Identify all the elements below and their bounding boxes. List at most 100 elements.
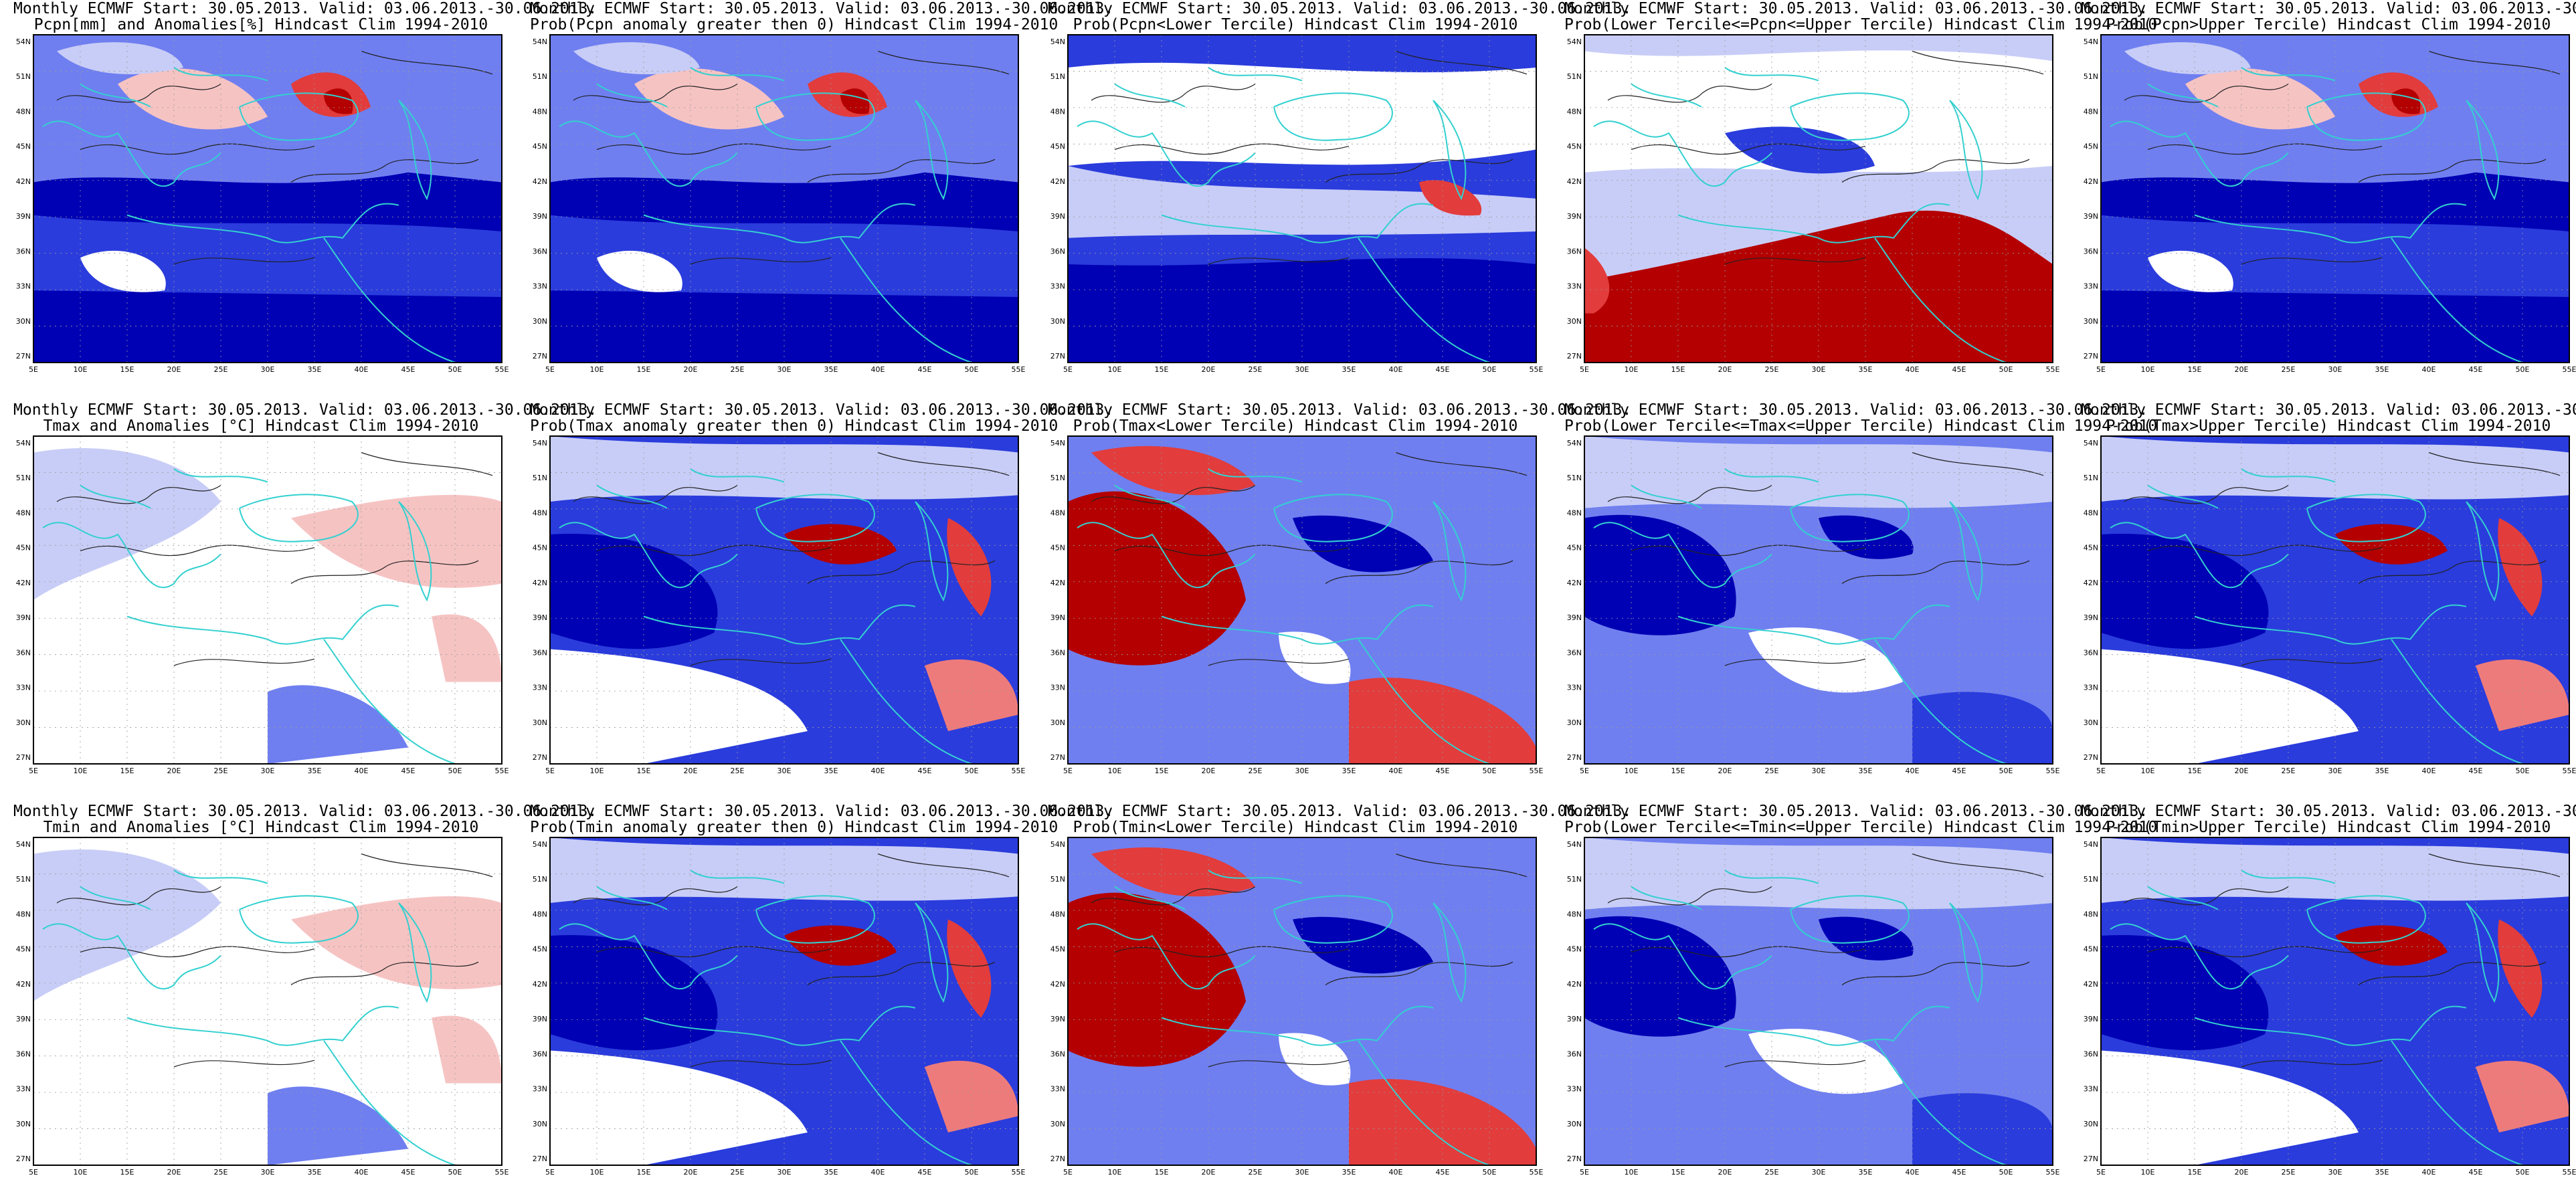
latitude-label: 42N (16, 579, 31, 587)
latitude-label: 39N (533, 613, 547, 622)
latitude-label: 39N (533, 1015, 547, 1023)
longitude-label: 25E (731, 1168, 745, 1177)
latitude-label: 42N (2084, 177, 2098, 186)
longitude-label: 25E (1765, 365, 1779, 374)
contour-line (2124, 84, 2288, 102)
latitude-label: 48N (1567, 508, 1582, 517)
map-panel: Monthly ECMWF Start: 30.05.2013. Valid: … (13, 0, 597, 401)
contour-line (1912, 453, 2043, 476)
coastline (1875, 639, 2006, 764)
contour-line (57, 84, 221, 102)
contour-line (1725, 659, 1865, 666)
latitude-label: 33N (16, 684, 31, 692)
longitude-label: 10E (1625, 1168, 1639, 1177)
map-shaded-region (1068, 62, 1536, 166)
map-shaded-region (1293, 515, 1433, 573)
coastline (2391, 639, 2522, 764)
coastline (1631, 469, 1819, 508)
longitude-label: 10E (1625, 365, 1639, 374)
latitude-label: 42N (16, 980, 31, 989)
latitude-label: 36N (1567, 1049, 1582, 1058)
longitude-label: 25E (2282, 767, 2296, 775)
coastline (127, 204, 399, 243)
longitude-label: 40E (2422, 767, 2436, 775)
map-shaded-region (550, 533, 718, 649)
longitude-label: 10E (1625, 767, 1639, 775)
contour-line (2429, 453, 2560, 476)
panel-title-line2: Prob(Pcpn anomaly greater then 0) Hindca… (530, 16, 1059, 33)
coastline (1631, 870, 1819, 910)
longitude-label: 35E (2375, 365, 2389, 374)
panel-title-line1: Monthly ECMWF Start: 30.05.2013. Valid: … (1048, 0, 1632, 17)
map-svg: 54N 51N 48N 45N 42N 39N 36N 33N 30N 27N 5E 10E 15E 20… (533, 435, 1025, 775)
longitude-label: 30E (2328, 365, 2342, 374)
latitude-label: 48N (16, 508, 31, 517)
longitude-label: 5E (29, 365, 38, 374)
map-shaded-region (1584, 247, 1610, 314)
contour-line (573, 887, 737, 905)
longitude-label: 50E (1999, 365, 2013, 374)
contour-line (291, 159, 478, 182)
contour-line (1608, 887, 1772, 905)
longitude-label: 15E (637, 1168, 651, 1177)
longitude-label: 50E (1483, 1168, 1497, 1177)
map-svg: 54N 51N 48N 45N 42N 39N 36N 33N 30N 27N 5E 10E 15E 20… (2084, 34, 2576, 374)
contour-line (2124, 887, 2288, 905)
latitude-label: 36N (533, 1049, 547, 1058)
coastline (1077, 121, 1255, 186)
latitude-label: 45N (1567, 945, 1582, 954)
map-shaded-region (550, 934, 718, 1051)
latitude-label: 51N (16, 72, 31, 81)
coastline (644, 605, 915, 644)
map-shaded-region (1819, 916, 1914, 961)
map-frame (1584, 34, 2053, 363)
panel-title-line1: Monthly ECMWF Start: 30.05.2013. Valid: … (1048, 803, 1632, 820)
latitude-label: 27N (533, 352, 547, 361)
latitude-label: 39N (1567, 613, 1582, 622)
coastline (43, 924, 221, 989)
coastline (399, 100, 431, 199)
latitude-label: 48N (1567, 910, 1582, 918)
latitude-label: 42N (2084, 980, 2098, 989)
longitude-label: 40E (355, 1168, 369, 1177)
latitude-label: 42N (2084, 579, 2098, 587)
contour-line (1325, 159, 1513, 182)
contour-line (1396, 453, 1527, 476)
contour-line (2148, 545, 2382, 555)
map-shaded-region (1912, 692, 2053, 764)
longitude-label: 15E (120, 767, 134, 775)
map-shaded-region (118, 68, 268, 130)
longitude-label: 40E (871, 365, 885, 374)
contour-line (1912, 854, 2043, 877)
map-svg: 54N 51N 48N 45N 42N 39N 36N 33N 30N 27N 5E 10E 15E 20… (533, 34, 1025, 374)
coastline (1790, 896, 1909, 942)
longitude-label: 15E (2188, 1168, 2202, 1177)
map-svg: 54N 51N 48N 45N 42N 39N 36N 33N 30N 27N 5E 10E 15E 20… (16, 837, 509, 1177)
contour-line (808, 561, 995, 583)
panel-title-line2: Prob(Tmax>Upper Tercile) Hindcast Clim 1… (2106, 417, 2551, 435)
longitude-label: 30E (261, 365, 275, 374)
coastline (1115, 870, 1302, 910)
latitude-label: 48N (533, 107, 547, 116)
latitude-label: 51N (1050, 72, 1065, 81)
panel-title-line2: Pcpn[mm] and Anomalies[%] Hindcast Clim … (33, 16, 488, 33)
contour-line (808, 962, 995, 985)
longitude-label: 10E (590, 767, 604, 775)
longitude-label: 5E (545, 767, 555, 775)
latitude-label: 36N (533, 648, 547, 657)
longitude-label: 55E (2046, 1168, 2059, 1177)
latitude-label: 39N (1050, 212, 1065, 221)
latitude-label: 42N (1050, 980, 1065, 989)
longitude-label: 35E (1859, 1168, 1873, 1177)
map-frame (33, 837, 502, 1166)
longitude-label: 35E (824, 767, 838, 775)
longitude-label: 40E (2422, 1168, 2436, 1177)
panel-title-line1: Monthly ECMWF Start: 30.05.2013. Valid: … (1048, 401, 1632, 419)
map-shaded-region (33, 849, 221, 1001)
map-shaded-region (268, 1086, 408, 1165)
longitude-label: 10E (1108, 1168, 1122, 1177)
panel-title-line2: Prob(Lower Tercile<=Pcpn<=Upper Tercile)… (1564, 16, 2158, 33)
contour-line (1842, 561, 2029, 583)
longitude-label: 45E (401, 1168, 416, 1177)
longitude-label: 10E (590, 365, 604, 374)
